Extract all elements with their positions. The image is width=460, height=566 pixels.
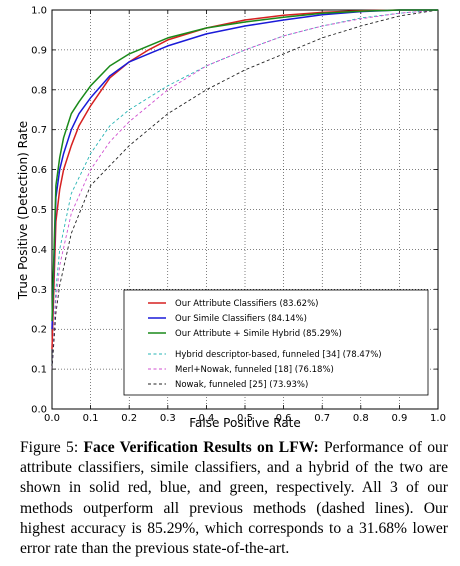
- legend-label: Our Simile Classifiers (84.14%): [175, 314, 307, 324]
- x-tick-label: 0.6: [276, 413, 292, 424]
- y-tick-label: 0.4: [31, 245, 47, 256]
- y-tick-label: 0.7: [31, 125, 47, 136]
- y-tick-label: 0.1: [31, 365, 47, 376]
- y-tick-label: 0.5: [31, 205, 47, 216]
- legend: Our Attribute Classifiers (83.62%) Our Si…: [123, 289, 429, 396]
- x-tick-label: 0.3: [160, 413, 176, 424]
- series-lines: [51, 9, 439, 370]
- series-line: [51, 9, 439, 370]
- x-axis-label: False Positive Rate: [189, 416, 301, 430]
- legend-box: [123, 289, 429, 396]
- series-line: [51, 9, 438, 330]
- y-tick-label: 0.8: [31, 85, 47, 96]
- y-tick-label: 1.0: [31, 6, 47, 17]
- x-tick-label: 0.4: [198, 413, 214, 424]
- x-tick-label: 0.1: [83, 413, 99, 424]
- x-tick-label: 0.0: [44, 413, 60, 424]
- ticks: [51, 9, 439, 410]
- y-axis-label: True Positive (Detection) Rate: [16, 121, 30, 300]
- y-tick-label: 0.3: [31, 285, 47, 296]
- legend-label: Our Attribute Classifiers (83.62%): [175, 299, 318, 309]
- y-tick-label: 0.0: [31, 405, 47, 416]
- legend-label: Merl+Nowak, funneled [18] (76.18%): [175, 365, 334, 375]
- x-tick-label: 0.5: [237, 413, 253, 424]
- x-tick-label: 0.2: [121, 413, 137, 424]
- figure-caption: Figure 5: Face Verification Results on L…: [20, 438, 448, 559]
- caption-label: Figure 5:: [20, 439, 79, 456]
- series-line: [51, 9, 439, 370]
- y-tick-label: 0.9: [31, 45, 47, 56]
- x-tick-label: 1.0: [430, 413, 446, 424]
- roc-chart: 0.0 0.1 0.2 0.3 0.4 0.5 0.6 0.7 0.8 0.9 1.0 0.0 0.1 0…: [16, 6, 446, 431]
- legend-label: Our Attribute + Simile Hybrid (85.29%): [175, 329, 342, 339]
- legend-label: Hybrid descriptor-based, funneled [34] (…: [175, 350, 382, 360]
- x-tick-label: 0.9: [391, 413, 407, 424]
- caption-text: Performance of our attribute classifiers…: [20, 439, 449, 558]
- caption-title: Face Verification Results on LFW:: [83, 439, 319, 456]
- x-tick-label: 0.8: [353, 413, 369, 424]
- y-tick-label: 0.6: [31, 165, 47, 176]
- series-line: [51, 9, 439, 370]
- x-tick-label: 0.7: [314, 413, 330, 424]
- tick-labels: 0.0 0.1 0.2 0.3 0.4 0.5 0.6 0.7 0.8 0.9 1.0 0.0 0.1 0…: [31, 6, 446, 425]
- series-line: [51, 9, 438, 322]
- legend-label: Nowak, funneled [25] (73.93%): [175, 380, 308, 390]
- y-tick-label: 0.2: [31, 325, 47, 336]
